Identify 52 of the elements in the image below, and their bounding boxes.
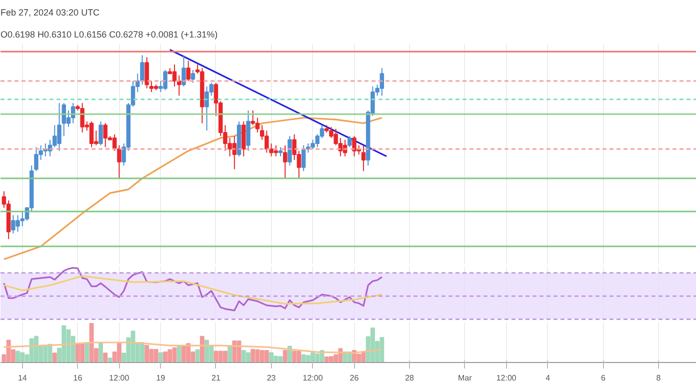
candlestick	[283, 144, 288, 179]
bar	[144, 345, 150, 362]
bar	[176, 345, 182, 362]
candlestick	[361, 144, 366, 172]
candlestick	[144, 56, 149, 89]
bar	[264, 350, 269, 362]
bar	[228, 345, 232, 362]
candlestick	[288, 136, 292, 166]
x-tick-label: 28	[405, 374, 415, 382]
x-tick-label: 26	[350, 374, 360, 382]
candlestick	[301, 144, 306, 172]
x-tick-label: 12:00	[109, 374, 130, 382]
x-tick-label: 4	[546, 374, 551, 382]
candlestick	[242, 120, 246, 157]
x-tick-label: 19	[156, 374, 166, 382]
x-tick-label: 12:00	[496, 374, 517, 382]
x-tick-label: 12:00	[302, 374, 324, 382]
candlestick	[98, 120, 103, 146]
bar	[222, 350, 228, 362]
bar	[16, 350, 20, 362]
bar	[84, 342, 90, 362]
candlestick	[348, 136, 352, 148]
bar	[98, 342, 103, 362]
bar	[195, 349, 200, 362]
candlestick	[182, 54, 186, 87]
bar	[52, 352, 57, 362]
candlestick	[246, 110, 250, 152]
x-tick-label: 21	[212, 374, 221, 382]
bar	[116, 342, 122, 362]
bar	[282, 350, 288, 362]
x-tick-label: 14	[18, 374, 28, 382]
bar	[250, 348, 256, 362]
x-tick-label: 23	[266, 374, 276, 382]
bar	[158, 352, 163, 362]
bar	[103, 352, 108, 362]
candlestick	[186, 60, 190, 82]
x-tick-label: 16	[73, 374, 83, 382]
bar	[108, 358, 112, 362]
bar	[292, 350, 297, 362]
x-tick-label: 8	[656, 374, 662, 382]
text: Feb 27, 2024 03:20 UTC	[0, 8, 100, 18]
candlestick	[149, 80, 154, 93]
bar	[163, 352, 168, 362]
x-tick-label: 6	[600, 374, 606, 382]
x-tick-label: Mar	[458, 374, 472, 382]
candlestick	[278, 146, 283, 157]
bar	[269, 352, 274, 362]
candlestick	[172, 64, 177, 87]
text: O0.6198 H0.6310 L0.6156 C0.6278 +0.0081 (+1.31%)	[0, 30, 218, 40]
bar	[200, 336, 204, 362]
candlestick	[190, 69, 196, 84]
candlestick	[117, 144, 122, 179]
